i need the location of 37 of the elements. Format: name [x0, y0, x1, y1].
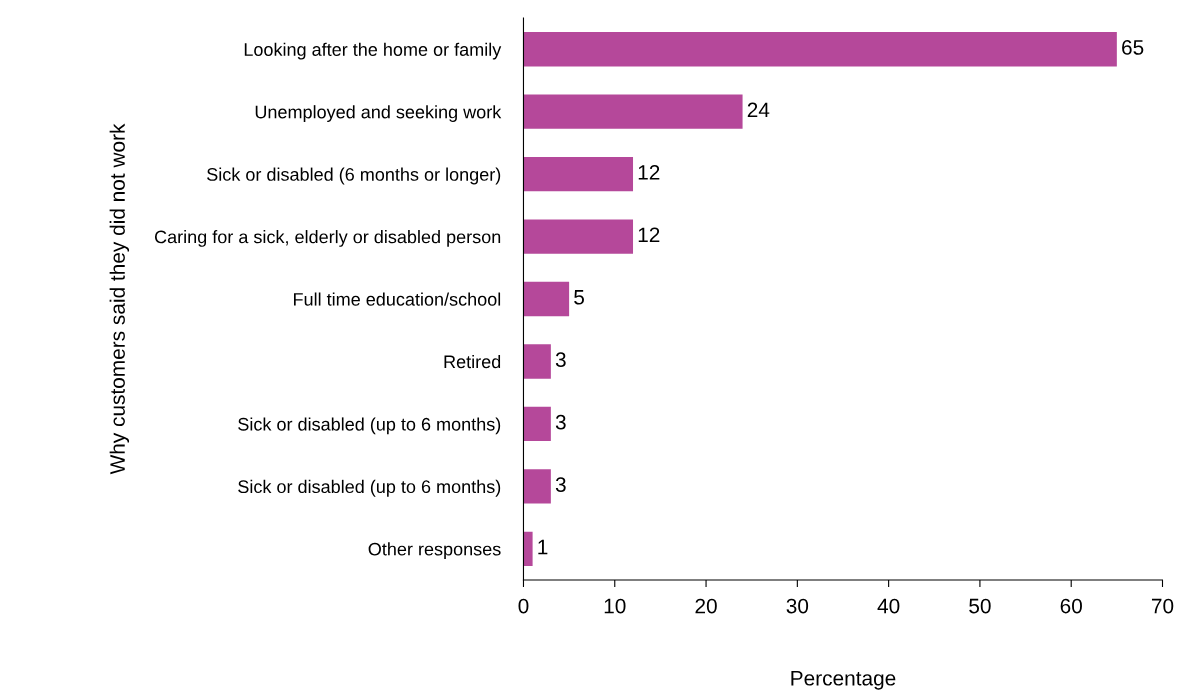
y-tick-label: Full time education/school: [294, 292, 501, 306]
data-label: 24: [747, 102, 770, 118]
x-tick-label: 60: [1060, 598, 1082, 614]
y-tick-label: Retired: [444, 354, 501, 369]
y-tick-label: Looking after the home or family: [244, 42, 502, 60]
y-tick-label: Caring for a sick, elderly or disabled person: [154, 230, 501, 247]
bar: [523, 531, 533, 566]
x-tick-label: 70: [1151, 598, 1174, 614]
data-label: 3: [555, 414, 566, 430]
y-tick-label: Sick or disabled (up to 6 months): [238, 417, 501, 435]
data-label: 3: [555, 352, 566, 368]
bar: [523, 281, 570, 317]
bar: [523, 156, 634, 192]
data-label: 12: [638, 227, 660, 242]
x-tick-label: 0: [518, 598, 529, 614]
bar: [523, 94, 743, 129]
x-tick-label: 10: [604, 598, 626, 614]
y-tick-label: Other responses: [368, 542, 501, 560]
x-tick-label: 40: [877, 598, 900, 614]
bar: [523, 406, 551, 442]
data-label: 65: [1122, 40, 1144, 55]
x-tick-label: 30: [786, 598, 809, 614]
bar: [523, 344, 551, 379]
data-label: 1: [538, 539, 548, 555]
x-tick-label: 20: [695, 598, 717, 614]
y-tick-label: Unemployed and seeking work: [255, 105, 502, 122]
y-tick-label: Sick or disabled (6 months or longer): [207, 167, 501, 185]
data-label: 3: [555, 477, 566, 492]
y-axis-title: Why customers said they did not work: [109, 123, 130, 475]
x-tick-label: 50: [969, 598, 991, 614]
data-label: 12: [638, 164, 660, 180]
bar: [523, 32, 1117, 67]
bar: [523, 219, 634, 254]
x-axis-title: Percentage: [791, 671, 896, 690]
data-label: 5: [574, 290, 584, 305]
bar: [523, 469, 551, 504]
y-tick-label: Sick or disabled (up to 6 months): [238, 479, 501, 497]
